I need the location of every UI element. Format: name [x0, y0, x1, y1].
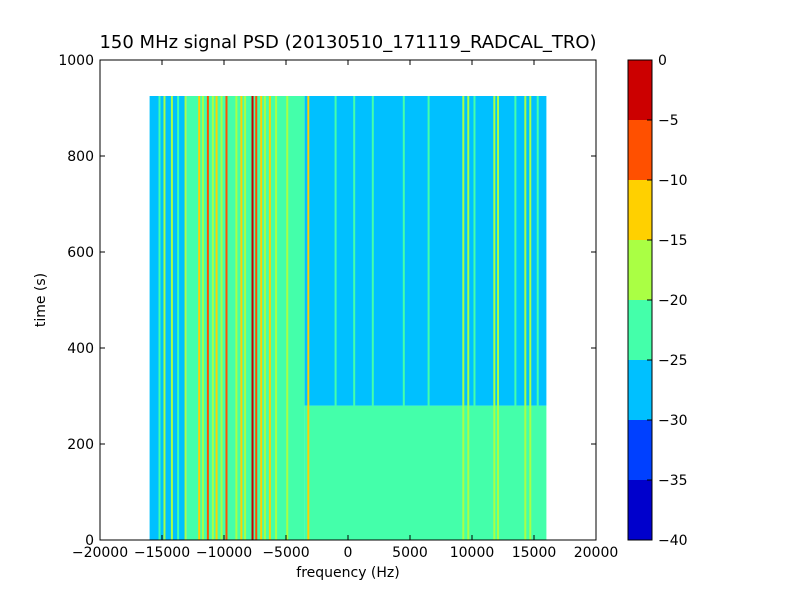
y-axis-label: time (s) [33, 273, 49, 327]
colorbar-tick-label: −5 [658, 113, 679, 129]
colorbar-segment [628, 120, 652, 180]
colorbar-tick-label: −25 [658, 353, 688, 369]
colorbar-segment [628, 180, 652, 240]
colorbar-segment [628, 300, 652, 360]
psd-background-region [304, 96, 547, 228]
psd-background-region [149, 96, 187, 540]
x-axis-label: frequency (Hz) [296, 565, 399, 581]
y-tick-label: 200 [67, 437, 94, 453]
x-tick-label: 10000 [450, 545, 495, 561]
colorbar-tick-label: 0 [658, 53, 667, 69]
colorbar-segment [628, 240, 652, 300]
chart-title: 150 MHz signal PSD (20130510_171119_RADC… [99, 32, 596, 53]
y-tick-label: 400 [67, 341, 94, 357]
colorbar-tick-label: −15 [658, 233, 688, 249]
y-tick-label: 800 [67, 149, 94, 165]
colorbar-tick-label: −10 [658, 173, 688, 189]
colorbar-segment [628, 480, 652, 540]
colorbar-tick-label: −40 [658, 533, 688, 549]
psd-background-region [304, 228, 547, 406]
x-axis: −20000 −15000 −10000 −5000 0 5000 10000 15000 20… [72, 60, 618, 561]
x-tick-label: 20000 [574, 545, 619, 561]
colorbar-segment [628, 420, 652, 480]
colorbar-segment [628, 60, 652, 120]
colorbar-tick-label: −20 [658, 293, 688, 309]
x-tick-label: 0 [344, 545, 353, 561]
colorbar-tick-label: −30 [658, 413, 688, 429]
y-axis: 0 200 400 600 800 1000 [58, 53, 596, 549]
x-tick-label: 5000 [392, 545, 428, 561]
psd-background-region [304, 405, 547, 540]
x-tick-label: −20000 [72, 545, 128, 561]
colorbar-tick-label: −35 [658, 473, 688, 489]
heatmap-layer [149, 96, 547, 540]
y-tick-label: 1000 [58, 53, 94, 69]
x-tick-label: −15000 [134, 545, 190, 561]
y-tick-label: 0 [85, 533, 94, 549]
x-tick-label: 15000 [512, 545, 557, 561]
colorbar: 0 −5 −10 −15 −20 −25 −30 −35 −40 [627, 53, 688, 549]
x-tick-label: −10000 [196, 545, 252, 561]
x-tick-label: −5000 [262, 545, 309, 561]
colorbar-segment [628, 360, 652, 420]
y-tick-label: 600 [67, 245, 94, 261]
